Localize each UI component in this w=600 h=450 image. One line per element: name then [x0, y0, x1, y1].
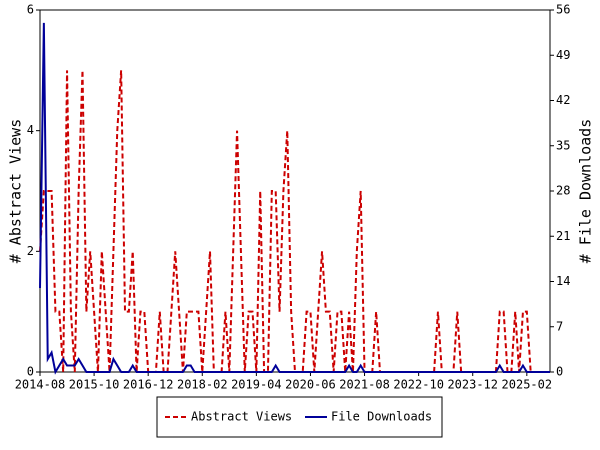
- y2-tick-label: 28: [556, 184, 570, 198]
- legend-label: File Downloads: [331, 410, 432, 424]
- x-tick-label: 2023-12: [447, 378, 498, 392]
- x-tick-label: 2020-06: [285, 378, 336, 392]
- data-line: [39, 22, 550, 375]
- y2-tick-label: 0: [556, 365, 563, 379]
- y2-axis-title: # File Downloads: [577, 119, 595, 264]
- legend-box: [156, 396, 443, 438]
- y2-tick-label: 49: [556, 48, 570, 62]
- y2-tick-label: 42: [556, 93, 570, 107]
- x-tick-label: 2016-12: [123, 378, 174, 392]
- data-line: [39, 70, 550, 373]
- y2-tick-label: 35: [556, 138, 570, 152]
- x-tick-label: 2018-02: [177, 378, 228, 392]
- legend-label: Abstract Views: [191, 410, 292, 424]
- x-tick-label: 2025-02: [502, 378, 553, 392]
- plot-frame: [39, 9, 551, 373]
- x-tick-label: 2021-08: [339, 378, 390, 392]
- y2-tick-label: 56: [556, 3, 570, 17]
- y-axis-title: # Abstract Views: [7, 119, 25, 264]
- y2-tick-label: 21: [556, 229, 570, 243]
- y2-tick-label: 14: [556, 274, 570, 288]
- y-tick-label: 6: [27, 3, 34, 17]
- y-tick-label: 2: [27, 244, 34, 258]
- y-tick-label: 0: [27, 365, 34, 379]
- legend: Abstract Views File Downloads: [156, 396, 443, 438]
- y2-tick-label: 7: [556, 319, 563, 333]
- x-tick-label: 2015-10: [69, 378, 120, 392]
- x-tick-label: 2022-10: [393, 378, 444, 392]
- x-tick-label: 2019-04: [231, 378, 282, 392]
- y-tick-label: 4: [27, 123, 34, 137]
- x-tick-label: 2014-08: [15, 378, 66, 392]
